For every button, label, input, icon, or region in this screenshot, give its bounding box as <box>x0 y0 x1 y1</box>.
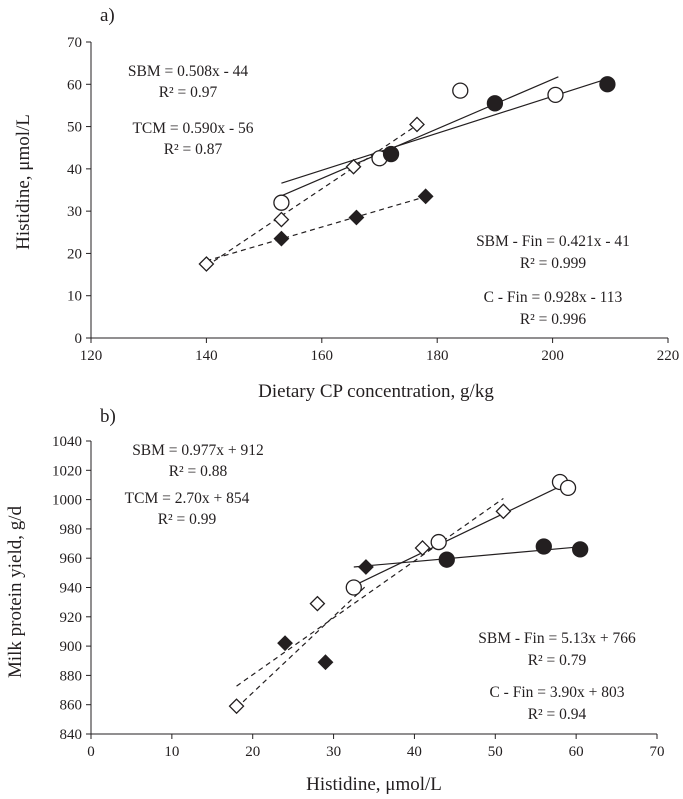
panel-a-c-fin-equation: C - Fin = 0.928x - 113 <box>484 289 623 306</box>
x-tick-label: 30 <box>326 744 341 760</box>
open-circle-point <box>452 82 469 99</box>
y-tick-label: 900 <box>60 639 83 655</box>
y-tick-label: 940 <box>60 581 83 597</box>
panel-b-sbm-equation: SBM = 0.977x + 912 <box>132 442 264 459</box>
filled-diamond-point <box>317 654 334 671</box>
panel-b-y-axis: 840 860 880 900 920 940 960 980 1000 1020 1040 <box>52 434 92 743</box>
filled-circle-point <box>486 95 504 112</box>
x-tick-label: 50 <box>488 744 503 760</box>
panel-label-a: a) <box>100 5 115 26</box>
y-tick-label: 0 <box>75 331 83 347</box>
filled-circle-point <box>599 76 616 93</box>
panel-a-sbm-fin-equation: SBM - Fin = 0.421x - 41 <box>476 233 630 250</box>
open-diamond-point <box>228 698 245 715</box>
y-tick-label: 1000 <box>52 493 82 509</box>
filled-diamond-point <box>417 188 434 205</box>
panel-a-x-axis: 120 140 160 180 200 220 <box>80 337 680 364</box>
open-diamond-point <box>198 256 215 272</box>
panel-a-y-axis: 0 10 20 30 40 50 60 70 <box>67 35 92 347</box>
fit-line-solid <box>281 76 559 197</box>
panel-a-tcm-equation: TCM = 0.590x - 56 <box>132 120 253 137</box>
panel-b-points <box>228 473 589 715</box>
filled-diamond-point <box>277 635 293 652</box>
panel-b-y-axis-title: Milk protein yield, g/d <box>5 505 26 678</box>
open-diamond-point <box>495 503 512 520</box>
open-circle-point <box>547 86 564 104</box>
fit-line-dashed <box>206 196 426 262</box>
y-tick-label: 10 <box>67 289 82 305</box>
panel-b-sbm-r2: R² = 0.88 <box>169 463 228 480</box>
panel-b-c-fin-r2: R² = 0.94 <box>528 706 587 723</box>
fit-line-dashed <box>236 585 367 709</box>
y-tick-label: 960 <box>60 551 83 567</box>
panel-b-sbm-fin-equation: SBM - Fin = 5.13x + 766 <box>478 630 636 647</box>
x-tick-label: 120 <box>80 348 103 364</box>
panel-b-sbm-fin-r2: R² = 0.79 <box>528 652 587 669</box>
y-tick-label: 30 <box>67 204 82 220</box>
fit-line-dashed <box>236 497 504 687</box>
panel-b-tcm-r2: R² = 0.99 <box>158 511 217 528</box>
panel-a-y-axis-title: Histidine, μmol/L <box>13 114 34 250</box>
open-diamond-point <box>409 116 425 133</box>
panel-a: a) 0 10 20 30 40 50 60 70 120 140 160 180 200 220 Di… <box>13 5 679 402</box>
panel-a-sbm-equation: SBM = 0.508x - 44 <box>128 63 249 80</box>
panel-a-sbm-r2: R² = 0.97 <box>159 84 218 101</box>
open-diamond-point <box>345 158 362 175</box>
panel-a-c-fin-r2: R² = 0.996 <box>520 311 587 328</box>
fit-line-dashed <box>206 124 418 267</box>
panel-b-x-axis-title: Histidine, μmol/L <box>306 774 442 795</box>
y-tick-label: 880 <box>60 668 83 684</box>
x-tick-label: 60 <box>569 744 584 760</box>
fit-line-solid <box>353 482 569 587</box>
x-tick-label: 180 <box>426 348 449 364</box>
y-tick-label: 60 <box>67 77 82 93</box>
y-tick-label: 40 <box>67 162 82 178</box>
panel-b: b) 840860880900920940960980100010201040 … <box>5 406 665 795</box>
x-tick-label: 200 <box>541 348 564 364</box>
panel-a-points <box>198 76 616 272</box>
y-tick-label: 50 <box>67 120 82 136</box>
x-tick-label: 160 <box>311 348 334 364</box>
panel-b-x-axis: 0 10 20 30 40 50 60 70 <box>87 733 665 760</box>
x-tick-label: 20 <box>245 744 260 760</box>
filled-circle-point <box>438 551 455 568</box>
y-tick-label: 860 <box>60 698 83 714</box>
panel-b-c-fin-equation: C - Fin = 3.90x + 803 <box>489 684 624 701</box>
open-circle-point <box>430 533 447 551</box>
x-tick-label: 220 <box>657 348 680 364</box>
open-circle-point <box>273 194 290 211</box>
x-tick-label: 0 <box>87 744 95 760</box>
filled-diamond-point <box>357 559 374 575</box>
open-diamond-point <box>414 540 431 556</box>
x-tick-label: 70 <box>650 744 665 760</box>
y-tick-label: 20 <box>67 246 82 262</box>
open-circle-point <box>559 479 577 497</box>
panel-label-b: b) <box>100 406 116 427</box>
filled-circle-point <box>535 538 552 555</box>
panel-a-x-axis-title: Dietary CP concentration, g/kg <box>258 381 494 402</box>
panel-b-fit-lines <box>236 482 581 709</box>
open-diamond-point <box>309 595 326 612</box>
x-tick-label: 140 <box>195 348 218 364</box>
y-tick-label: 920 <box>60 610 83 626</box>
panel-a-tcm-r2: R² = 0.87 <box>164 141 223 158</box>
y-tick-label: 1040 <box>52 434 82 450</box>
filled-diamond-point <box>273 230 290 247</box>
filled-circle-point <box>572 541 589 558</box>
y-tick-label: 980 <box>60 522 83 538</box>
y-tick-label: 1020 <box>52 463 82 479</box>
y-tick-label: 840 <box>60 727 83 743</box>
panel-a-sbm-fin-r2: R² = 0.999 <box>520 255 587 272</box>
filled-diamond-point <box>348 209 365 226</box>
filled-circle-point <box>382 145 400 163</box>
open-diamond-point <box>273 211 290 228</box>
x-tick-label: 40 <box>407 744 422 760</box>
x-tick-label: 10 <box>164 744 179 760</box>
panel-b-tcm-equation: TCM = 2.70x + 854 <box>125 490 250 507</box>
open-circle-point <box>345 579 362 596</box>
y-tick-label: 70 <box>67 35 82 51</box>
